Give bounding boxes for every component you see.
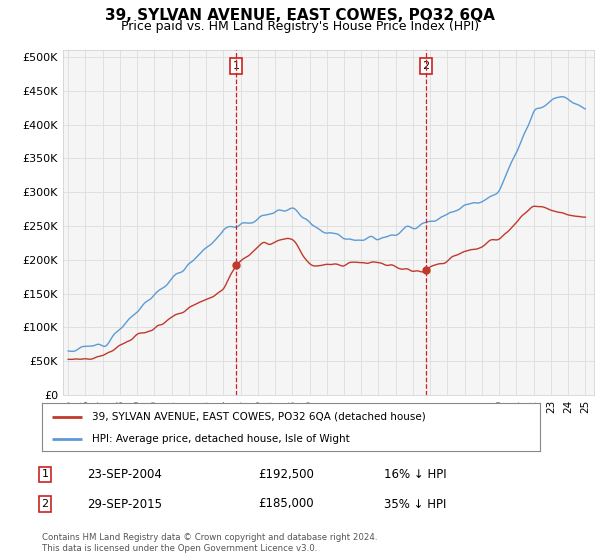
Text: 39, SYLVAN AVENUE, EAST COWES, PO32 6QA: 39, SYLVAN AVENUE, EAST COWES, PO32 6QA [105, 8, 495, 24]
Text: 1: 1 [41, 469, 49, 479]
Text: 35% ↓ HPI: 35% ↓ HPI [384, 497, 446, 511]
Text: £192,500: £192,500 [258, 468, 314, 481]
Text: 16% ↓ HPI: 16% ↓ HPI [384, 468, 446, 481]
Text: 2: 2 [41, 499, 49, 509]
Text: £185,000: £185,000 [258, 497, 314, 511]
Text: Contains HM Land Registry data © Crown copyright and database right 2024.
This d: Contains HM Land Registry data © Crown c… [42, 533, 377, 553]
Text: Price paid vs. HM Land Registry's House Price Index (HPI): Price paid vs. HM Land Registry's House … [121, 20, 479, 32]
Text: 2: 2 [422, 60, 430, 71]
Text: 39, SYLVAN AVENUE, EAST COWES, PO32 6QA (detached house): 39, SYLVAN AVENUE, EAST COWES, PO32 6QA … [92, 412, 425, 422]
Text: 1: 1 [232, 60, 239, 71]
Text: HPI: Average price, detached house, Isle of Wight: HPI: Average price, detached house, Isle… [92, 434, 350, 444]
Text: 29-SEP-2015: 29-SEP-2015 [87, 497, 162, 511]
Text: 23-SEP-2004: 23-SEP-2004 [87, 468, 162, 481]
